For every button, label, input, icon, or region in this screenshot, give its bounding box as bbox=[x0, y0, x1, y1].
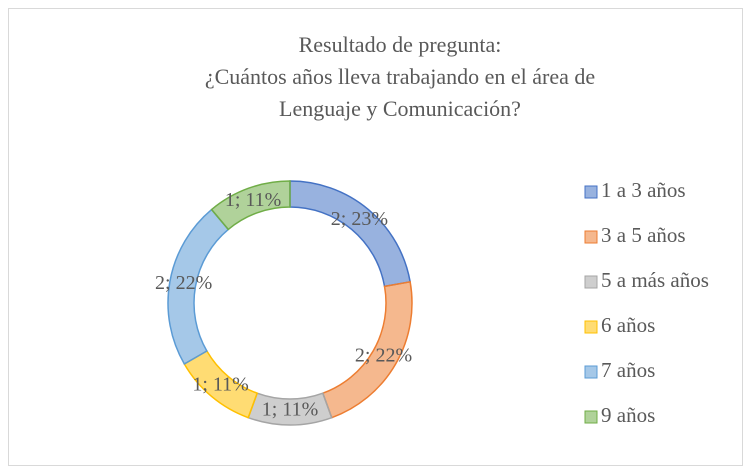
legend-swatch bbox=[584, 365, 598, 379]
chart-title: Lenguaje y Comunicación? bbox=[279, 96, 521, 121]
legend-label: 9 años bbox=[601, 403, 655, 427]
data-label: 2; 22% bbox=[155, 272, 212, 294]
legend-swatch bbox=[584, 275, 598, 289]
data-label: 1; 11% bbox=[262, 399, 318, 421]
legend-label: 1 a 3 años bbox=[601, 178, 686, 202]
chart-title: ¿Cuántos años lleva trabajando en el áre… bbox=[205, 64, 595, 89]
legend-swatch bbox=[584, 410, 598, 424]
data-label: 1; 11% bbox=[225, 189, 281, 211]
legend-swatch bbox=[584, 185, 598, 199]
donut-slice bbox=[210, 180, 291, 231]
legend-label: 3 a 5 años bbox=[601, 223, 686, 247]
legend-label: 5 a más años bbox=[601, 268, 709, 292]
data-label: 1; 11% bbox=[192, 373, 248, 395]
data-label: 2; 23% bbox=[331, 208, 388, 230]
legend-label: 6 años bbox=[601, 313, 655, 337]
legend-swatch bbox=[584, 320, 598, 334]
legend-label: 7 años bbox=[601, 358, 655, 382]
legend-swatch bbox=[584, 230, 598, 244]
chart-title: Resultado de pregunta: bbox=[299, 32, 502, 57]
data-label: 2; 22% bbox=[355, 345, 412, 367]
